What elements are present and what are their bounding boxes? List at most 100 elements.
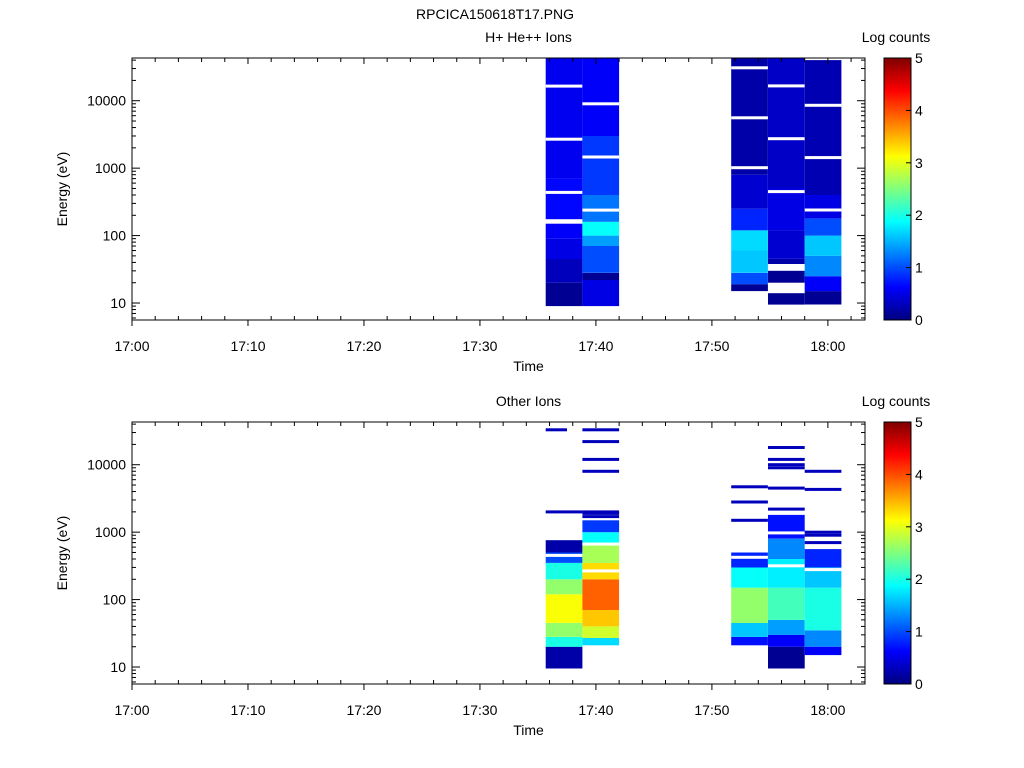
x-tick-label: 17:40 — [578, 702, 613, 718]
x-tick-label: 17:20 — [346, 702, 381, 718]
heatmap-data — [545, 58, 842, 307]
heatmap-cell — [582, 520, 620, 533]
heatmap-line — [582, 515, 620, 519]
x-axis-label: Time — [513, 358, 544, 374]
y-tick-label: 1000 — [95, 160, 126, 176]
heatmap-line — [582, 428, 620, 432]
colorbar-tick-label: 4 — [915, 466, 923, 482]
colorbar-label: Log counts — [862, 29, 931, 45]
panel-title: Other Ions — [496, 393, 561, 409]
colorbar-tick-label: 4 — [915, 102, 923, 118]
heatmap-cell — [582, 279, 620, 307]
heatmap-gap — [768, 84, 805, 88]
heatmap-gap — [582, 102, 620, 106]
heatmap-line — [804, 469, 842, 473]
heatmap-line — [731, 500, 768, 504]
x-tick-label: 17:30 — [462, 702, 497, 718]
colorbar-tick-label: 3 — [915, 519, 923, 535]
heatmap-cell — [804, 291, 842, 305]
x-tick-label: 18:00 — [810, 702, 845, 718]
heatmap-cell — [731, 174, 768, 209]
heatmap-cell — [545, 238, 583, 259]
x-tick-label: 17:10 — [230, 338, 265, 354]
x-tick-label: 17:50 — [694, 338, 729, 354]
heatmap-cell — [804, 587, 842, 631]
heatmap-cell — [731, 284, 768, 292]
x-tick-label: 17:00 — [114, 702, 149, 718]
heatmap-gap — [731, 66, 768, 70]
heatmap-gap — [582, 569, 620, 573]
y-tick-label: 10000 — [87, 457, 126, 473]
heatmap-cell — [731, 587, 768, 623]
x-tick-label: 17:10 — [230, 702, 265, 718]
heatmap-cell — [545, 562, 583, 580]
heatmap-gap — [582, 542, 620, 546]
heatmap-cell — [545, 223, 583, 239]
y-tick-label: 100 — [103, 592, 127, 608]
heatmap-gap — [804, 103, 842, 107]
x-axis-label: Time — [513, 722, 544, 738]
heatmap-gap — [731, 116, 768, 120]
heatmap-line — [582, 440, 620, 444]
heatmap-line — [804, 533, 842, 537]
heatmap-line — [768, 486, 805, 490]
heatmap-data — [545, 428, 842, 669]
heatmap-cell — [731, 230, 768, 251]
heatmap-line — [804, 541, 842, 545]
y-tick-label: 10 — [110, 659, 126, 675]
colorbar-label: Log counts — [862, 393, 931, 409]
heatmap-gap — [582, 155, 620, 159]
colorbar — [883, 57, 912, 321]
heatmap-cell — [768, 293, 805, 305]
x-tick-label: 17:40 — [578, 338, 613, 354]
heatmap-cell — [804, 567, 842, 588]
heatmap-cell — [545, 58, 583, 179]
heatmap-line — [768, 507, 805, 511]
heatmap-cell — [582, 235, 620, 246]
heatmap-cell — [582, 579, 620, 610]
heatmap-cell — [582, 221, 620, 236]
heatmap-cell — [582, 58, 620, 136]
heatmap-gap — [768, 564, 805, 568]
heatmap-cell — [804, 60, 842, 195]
heatmap-cell — [768, 634, 805, 647]
colorbar-tick-label: 5 — [915, 50, 923, 66]
x-tick-label: 18:00 — [810, 338, 845, 354]
heatmap-gap — [768, 137, 805, 141]
heatmap-gap — [582, 208, 620, 212]
colorbar-tick-label: 1 — [915, 624, 923, 640]
heatmap-line — [768, 466, 805, 470]
heatmap-cell — [582, 542, 620, 563]
colorbar-tick-label: 0 — [915, 676, 923, 692]
heatmap-line — [582, 457, 620, 461]
heatmap-cell — [731, 552, 768, 568]
heatmap-cell — [545, 552, 583, 563]
heatmap-cell — [582, 136, 620, 195]
heatmap-gap — [768, 190, 805, 194]
heatmap-cell — [545, 623, 583, 637]
heatmap-gap — [545, 553, 583, 557]
heatmap-cell — [804, 195, 842, 219]
x-tick-label: 17:00 — [114, 338, 149, 354]
heatmap-cell — [545, 282, 583, 307]
heatmap-cell — [545, 178, 583, 220]
heatmap-cell — [731, 636, 768, 646]
y-tick-label: 10000 — [87, 93, 126, 109]
y-tick-label: 1000 — [95, 524, 126, 540]
heatmap-cell — [545, 594, 583, 623]
heatmap-line — [768, 463, 805, 467]
heatmap-cell — [731, 250, 768, 273]
y-tick-label: 100 — [103, 228, 127, 244]
heatmap-cell — [731, 208, 768, 231]
heatmap-gap — [731, 166, 768, 170]
heatmap-line — [804, 487, 842, 491]
heatmap-cell — [582, 272, 620, 280]
heatmap-cell — [768, 514, 805, 539]
heatmap-gap — [731, 555, 768, 559]
heatmap-line — [731, 518, 768, 522]
heatmap-cell — [582, 610, 620, 627]
heatmap-cell — [768, 559, 805, 588]
heatmap-line — [768, 457, 805, 461]
